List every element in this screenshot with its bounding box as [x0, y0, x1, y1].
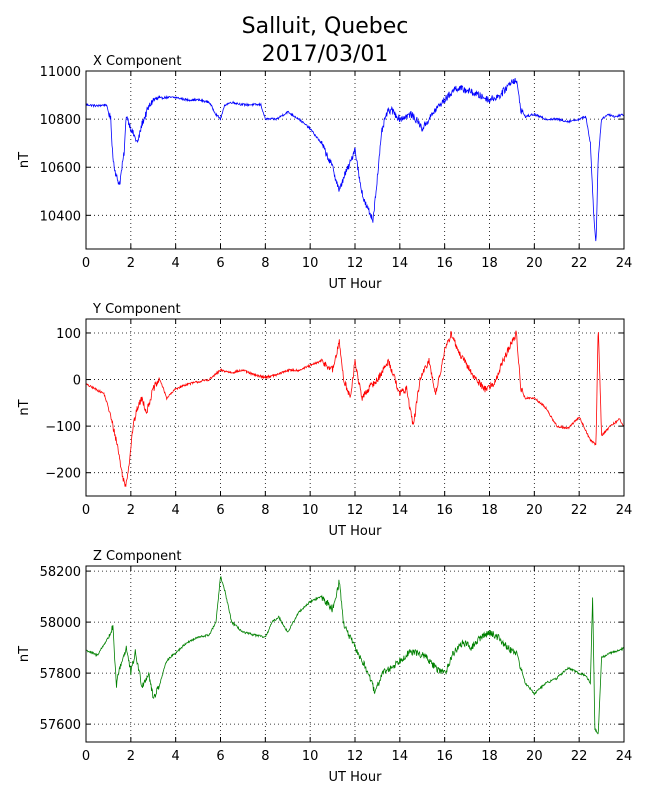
z-component-title: Z Component: [93, 549, 182, 564]
z-component-x-tick-label: 6: [216, 749, 224, 764]
z-component-x-tick-label: 20: [526, 749, 543, 764]
x-component-x-tick-label: 20: [526, 256, 543, 271]
x-component-series-line: [85, 78, 625, 242]
z-component-y-tick-label: 57800: [40, 667, 81, 682]
figure-date: 2017/03/01: [262, 42, 389, 67]
y-component-y-tick-label: −100: [45, 420, 81, 435]
x-component-x-tick-label: 10: [302, 256, 319, 271]
z-component-y-axis-label: nT: [17, 646, 32, 662]
x-component-y-tick-label: 10600: [40, 161, 81, 176]
x-component-y-tick-label: 10800: [40, 113, 81, 128]
y-component-x-tick-label: 8: [261, 503, 269, 518]
z-component-series-line: [85, 576, 625, 735]
z-component-y-tick-label: 58200: [40, 565, 81, 580]
x-component-panel: 0 2 4 6 8 10 12 14 16 18 20 22 241040010600108001100…: [17, 54, 632, 292]
y-component-x-axis-label: UT Hour: [329, 524, 383, 539]
y-component-x-tick-label: 10: [302, 503, 319, 518]
z-component-x-tick-label: 18: [481, 749, 498, 764]
y-component-title: Y Component: [92, 302, 181, 317]
y-component-y-axis-label: nT: [17, 399, 32, 415]
x-component-y-tick-label: 10400: [40, 209, 81, 224]
x-component-x-tick-label: 2: [127, 256, 135, 271]
y-component-series-line: [85, 330, 624, 488]
x-component-x-axis-label: UT Hour: [329, 277, 383, 292]
x-component-y-tick-label: 11000: [40, 65, 81, 80]
z-component-y-tick-label: 57600: [40, 718, 81, 733]
x-component-x-tick-label: 22: [571, 256, 588, 271]
y-component-y-tick-label: −200: [45, 467, 81, 482]
z-component-x-tick-label: 16: [436, 749, 453, 764]
panels: 0 2 4 6 8 10 12 14 16 18 20 22 241040010600108001100…: [17, 54, 632, 785]
y-component-x-tick-label: 2: [127, 503, 135, 518]
x-component-title: X Component: [93, 54, 182, 69]
z-component-x-tick-label: 22: [571, 749, 588, 764]
z-component-x-tick-label: 2: [127, 749, 135, 764]
x-component-x-tick-label: 8: [261, 256, 269, 271]
z-component-x-tick-label: 0: [82, 749, 90, 764]
y-component-x-tick-label: 16: [436, 503, 453, 518]
z-component-y-tick-label: 58000: [40, 616, 81, 631]
y-component-x-tick-label: 20: [526, 503, 543, 518]
x-component-x-tick-label: 24: [616, 256, 633, 271]
z-component-x-tick-label: 8: [261, 749, 269, 764]
x-component-y-axis-label: nT: [17, 152, 32, 168]
x-component-x-tick-label: 0: [82, 256, 90, 271]
y-component-x-tick-label: 24: [616, 503, 633, 518]
y-component-x-tick-label: 12: [347, 503, 364, 518]
z-component-x-tick-label: 24: [616, 749, 633, 764]
x-component-x-tick-label: 16: [436, 256, 453, 271]
y-component-x-tick-label: 14: [392, 503, 409, 518]
z-component-x-tick-label: 10: [302, 749, 319, 764]
z-component-x-tick-label: 14: [392, 749, 409, 764]
x-component-x-tick-label: 4: [172, 256, 180, 271]
y-component-x-tick-label: 6: [216, 503, 224, 518]
z-component-x-tick-label: 12: [347, 749, 364, 764]
x-component-x-tick-label: 18: [481, 256, 498, 271]
z-component-panel: 0 2 4 6 8 10 12 14 16 18 20 22 245760057800580005820…: [17, 549, 632, 785]
y-component-x-tick-label: 4: [172, 503, 180, 518]
figure-title: Salluit, Quebec: [242, 14, 409, 39]
x-component-x-tick-label: 14: [392, 256, 409, 271]
y-component-y-tick-label: 0: [73, 374, 81, 389]
y-component-x-tick-label: 18: [481, 503, 498, 518]
x-component-x-tick-label: 6: [216, 256, 224, 271]
z-component-x-tick-label: 4: [172, 749, 180, 764]
y-component-x-tick-label: 0: [82, 503, 90, 518]
x-component-x-tick-label: 12: [347, 256, 364, 271]
z-component-x-axis-label: UT Hour: [329, 770, 383, 785]
y-component-x-tick-label: 22: [571, 503, 588, 518]
y-component-y-tick-label: 100: [56, 327, 81, 342]
